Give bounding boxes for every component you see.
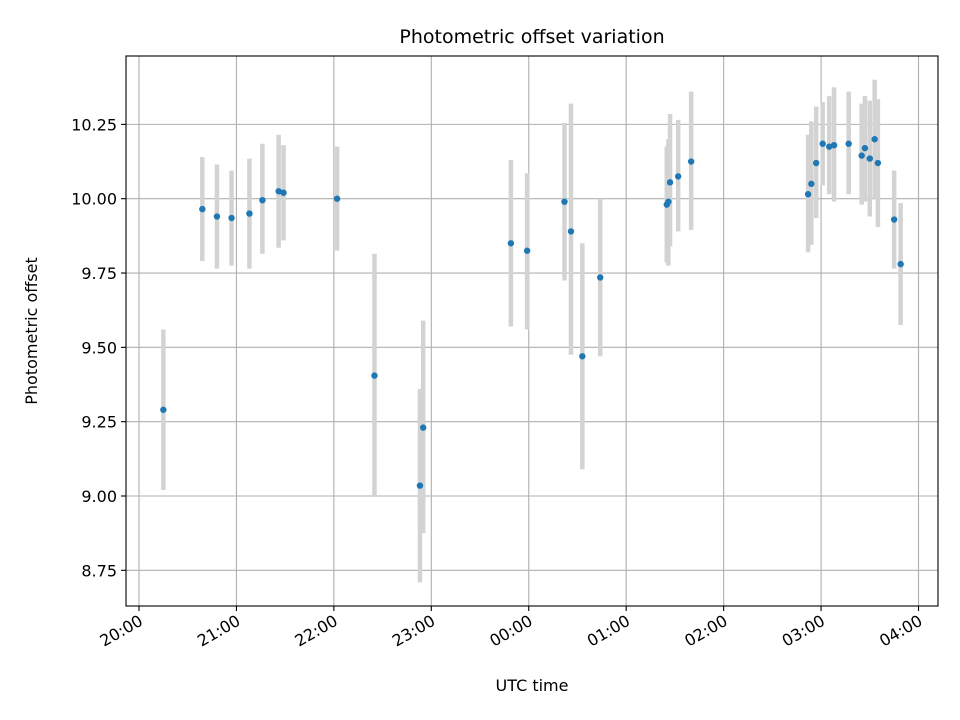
data-point <box>579 353 586 360</box>
data-point <box>890 216 898 223</box>
y-tick-label: 10.25 <box>71 115 117 134</box>
data-point <box>674 173 682 180</box>
data-point <box>804 191 812 198</box>
data-point <box>561 198 568 205</box>
data-point <box>830 141 838 149</box>
data-point <box>567 228 575 235</box>
y-tick-label: 9.50 <box>81 338 117 357</box>
data-point <box>275 188 282 195</box>
data-point <box>371 372 378 379</box>
data-point <box>687 158 695 165</box>
data-point <box>416 482 424 489</box>
chart-title: Photometric offset variation <box>399 26 664 48</box>
data-point <box>523 247 531 254</box>
data-point <box>666 179 674 186</box>
data-point <box>861 144 869 152</box>
data-point <box>871 136 878 143</box>
plot-frame <box>125 55 939 607</box>
data-point <box>160 406 167 413</box>
data-points <box>160 136 904 489</box>
y-tick-label: 9.25 <box>81 413 117 432</box>
data-point <box>228 214 235 222</box>
data-point <box>897 260 904 268</box>
x-axis-label: UTC time <box>496 676 569 695</box>
data-point <box>845 140 852 147</box>
y-tick-label: 9.00 <box>81 487 117 506</box>
data-point <box>866 155 873 162</box>
y-tick-label: 9.75 <box>81 264 117 283</box>
data-point <box>665 198 672 205</box>
y-axis-ticks: 8.75 9.00 9.25 9.50 9.75 10.00 10.25 <box>71 115 126 580</box>
data-point <box>813 159 820 167</box>
data-point <box>419 424 427 431</box>
data-point <box>808 180 815 188</box>
data-point <box>246 210 253 217</box>
data-point <box>213 213 221 220</box>
data-point <box>280 189 287 196</box>
data-point <box>507 240 515 247</box>
data-point <box>819 140 826 147</box>
data-point <box>199 205 206 213</box>
data-point <box>597 274 604 281</box>
data-point <box>259 196 266 204</box>
data-point <box>825 143 833 150</box>
data-point <box>858 152 865 159</box>
y-axis-label: Photometric offset <box>22 257 41 405</box>
y-tick-label: 8.75 <box>81 561 117 580</box>
y-tick-label: 10.00 <box>71 190 117 209</box>
data-point <box>333 195 341 202</box>
data-point <box>874 159 882 167</box>
